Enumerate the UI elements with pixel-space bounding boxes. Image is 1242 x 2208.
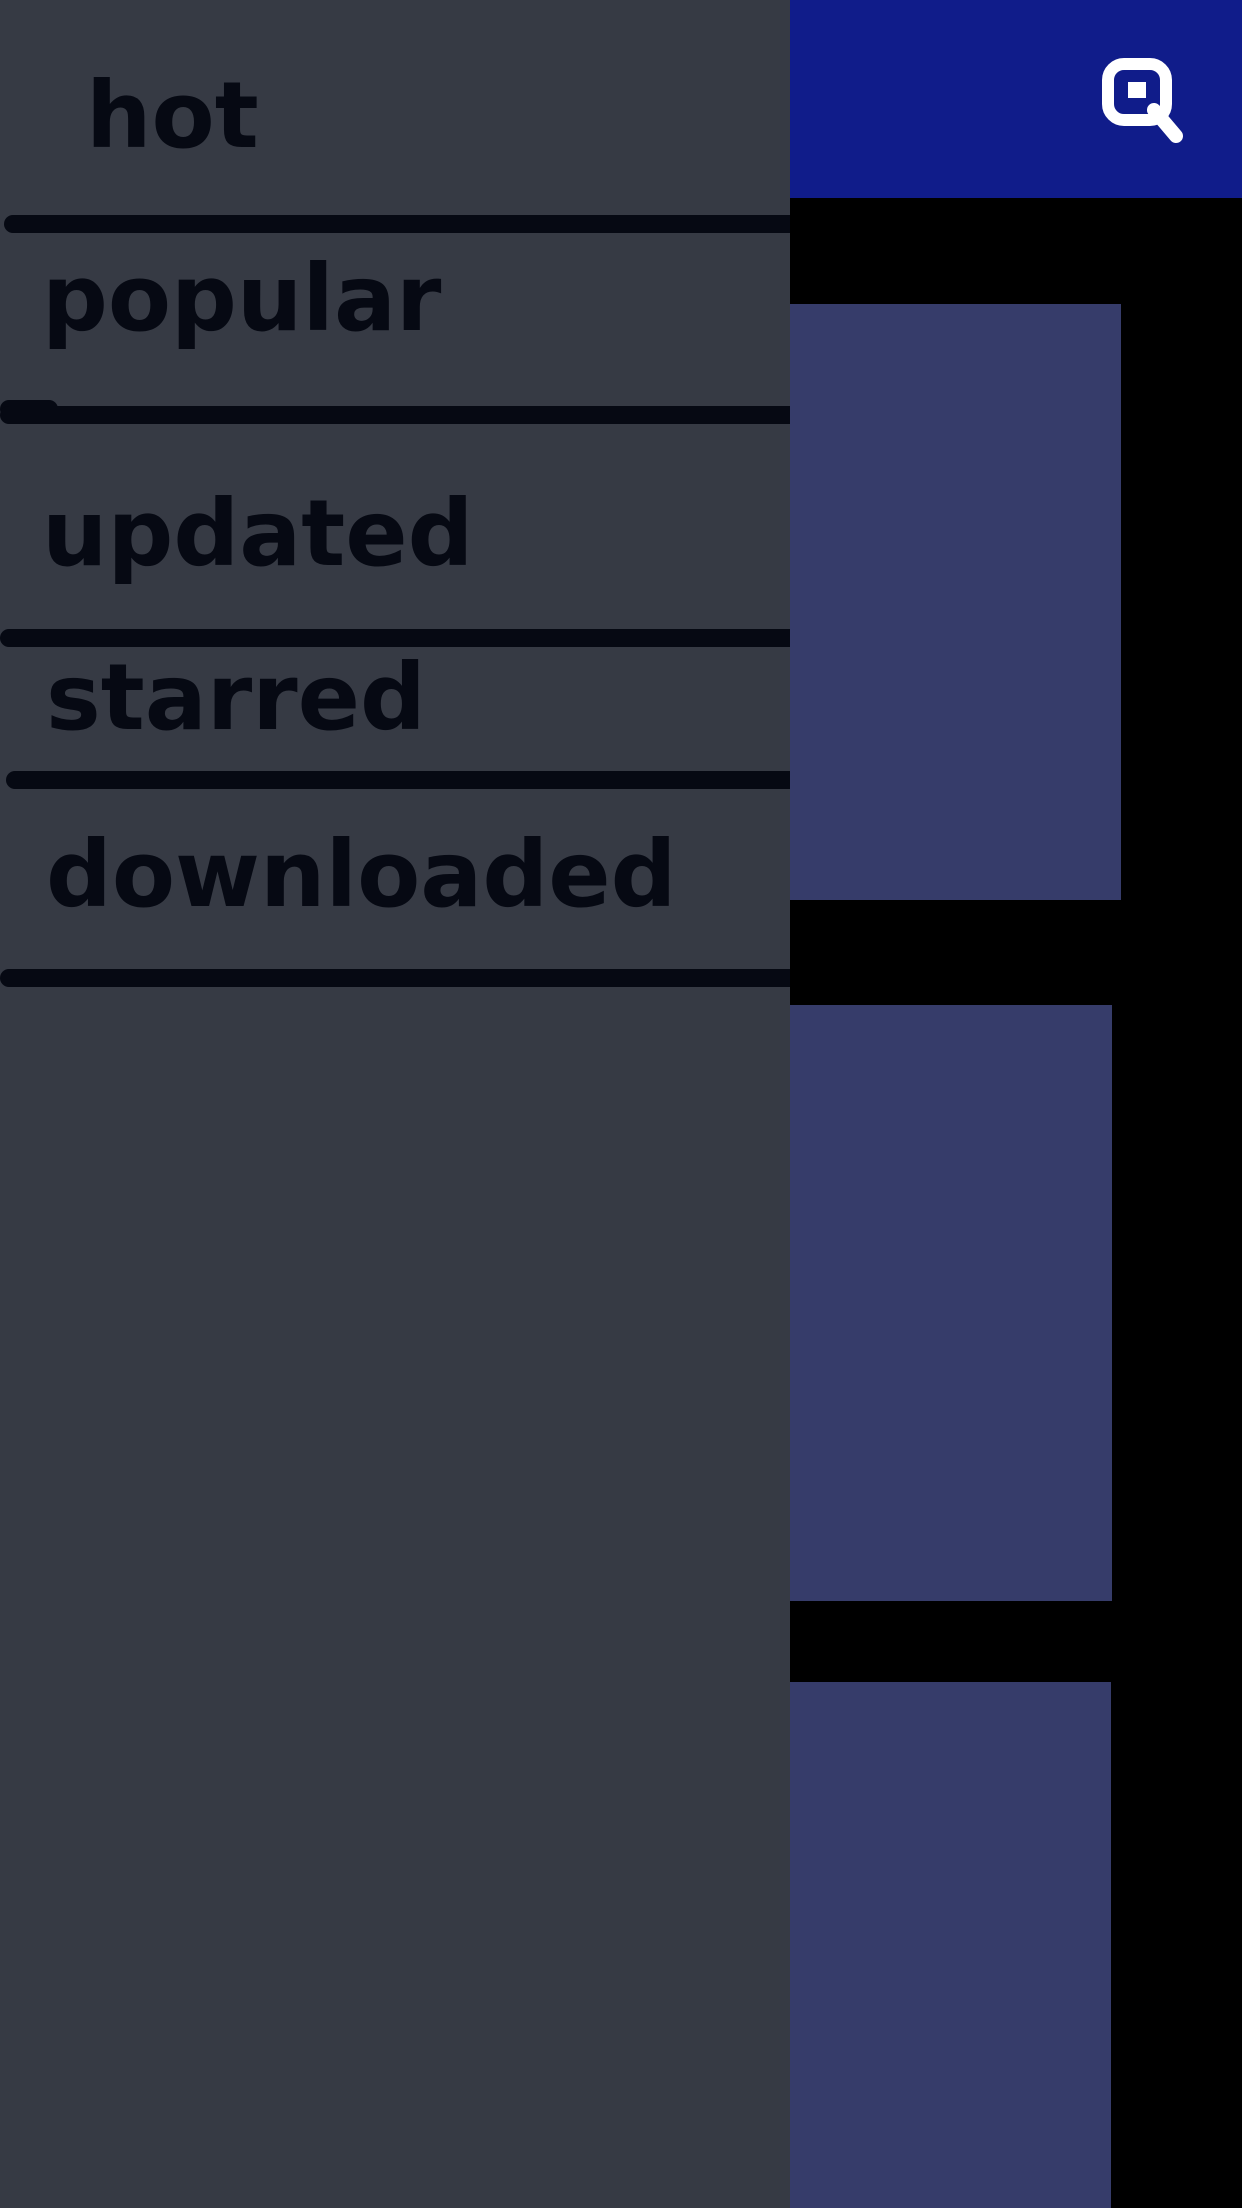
- drawer-item-updated[interactable]: updated: [42, 480, 474, 587]
- content-card[interactable]: [790, 1005, 1112, 1601]
- drawer-divider: [0, 969, 790, 987]
- drawer-item-hot[interactable]: hot: [86, 62, 259, 169]
- drawer-item-downloaded[interactable]: downloaded: [46, 821, 677, 928]
- drawer-divider: [6, 771, 790, 789]
- content-card[interactable]: [790, 304, 1121, 900]
- drawer-divider: [4, 215, 790, 233]
- drawer-item-starred[interactable]: starred: [46, 644, 426, 751]
- drawer-divider: [0, 406, 790, 424]
- search-icon[interactable]: [1102, 58, 1188, 146]
- navigation-drawer: hot popular updated starred downloaded: [0, 0, 790, 2208]
- content-card[interactable]: [790, 1682, 1111, 2208]
- drawer-divider: [0, 629, 790, 647]
- drawer-item-popular[interactable]: popular: [42, 245, 442, 352]
